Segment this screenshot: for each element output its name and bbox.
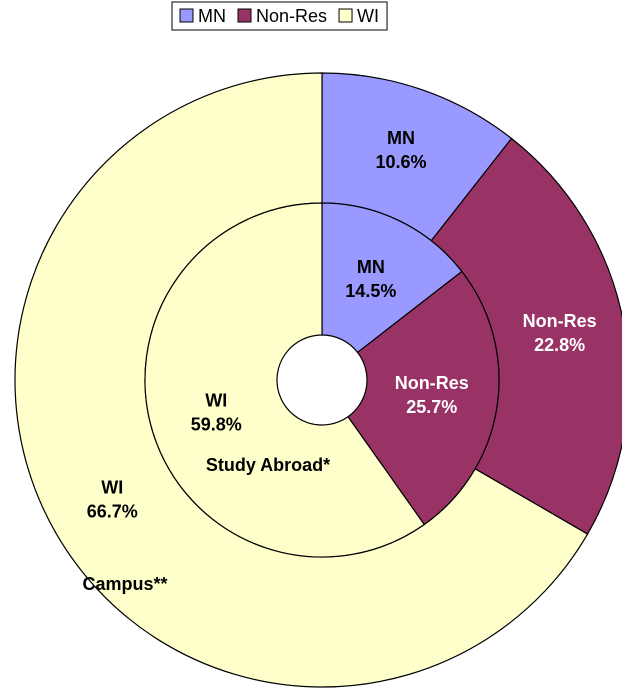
donut-slice	[321, 202, 463, 354]
slice-value-label: 10.6%	[376, 152, 427, 172]
legend-label: Non-Res	[256, 6, 327, 26]
slice-category-label: Non-Res	[523, 311, 597, 331]
series-name-label: Campus**	[82, 574, 167, 594]
slice-value-label: 25.7%	[406, 397, 457, 417]
legend-swatch	[179, 8, 194, 23]
legend-swatch	[338, 8, 353, 23]
series-name-label: Study Abroad*	[206, 455, 330, 475]
slice-category-label: WI	[205, 390, 227, 410]
slice-value-label: 59.8%	[191, 414, 242, 434]
slice-category-label: MN	[387, 128, 415, 148]
legend-label: MN	[198, 6, 226, 26]
slice-category-label: Non-Res	[395, 373, 469, 393]
slice-value-label: 22.8%	[534, 335, 585, 355]
donut-slice	[347, 270, 500, 526]
slice-category-label: WI	[101, 478, 123, 498]
slice-value-label: 14.5%	[345, 281, 396, 301]
slice-value-label: 66.7%	[87, 502, 138, 522]
legend-label: WI	[357, 6, 379, 26]
donut-slice	[144, 202, 426, 558]
slice-category-label: MN	[357, 257, 385, 277]
legend-swatch	[237, 8, 252, 23]
legend: MN Non-Res WI	[171, 1, 388, 31]
